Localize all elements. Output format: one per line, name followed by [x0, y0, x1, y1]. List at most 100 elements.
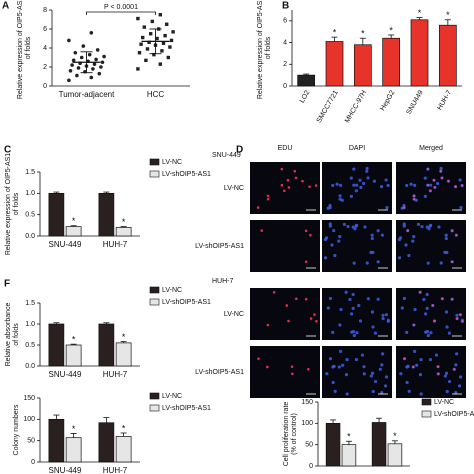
panel-letter: D: [236, 145, 243, 156]
y-tick-label: 1.0: [25, 190, 35, 197]
cell: [306, 367, 310, 371]
cell: [331, 380, 335, 385]
legend-label: LV-NC: [162, 287, 182, 294]
bar: [98, 192, 115, 237]
annotation: P < 0.0001: [104, 4, 138, 11]
y-tick-label: 0: [283, 83, 287, 90]
cell: [332, 364, 336, 368]
data-point: [71, 58, 76, 63]
cell: [422, 297, 426, 302]
cell: [338, 349, 343, 353]
cell: [355, 183, 359, 187]
data-point: [73, 50, 78, 55]
data-point: [76, 66, 81, 70]
cell: [428, 357, 433, 362]
cell: [444, 236, 448, 241]
data-point: [142, 25, 146, 29]
significance: *: [72, 216, 76, 226]
y-tick-label: 1.0: [25, 321, 35, 328]
cell: [309, 233, 312, 237]
cell: [454, 391, 458, 395]
cell: [381, 316, 385, 321]
y-tick-label: 0.0: [25, 233, 35, 240]
cell: [381, 313, 385, 317]
cell: [344, 372, 349, 377]
cell: [380, 391, 384, 395]
cell: [363, 225, 367, 229]
data-point: [137, 51, 142, 55]
cell: [451, 229, 454, 232]
cell: [332, 228, 336, 233]
bar: [48, 323, 65, 367]
significance: *: [361, 29, 365, 39]
cell: [455, 234, 458, 237]
data-point: [145, 47, 150, 51]
bar: [297, 74, 316, 87]
cell: [413, 198, 416, 201]
cell: [386, 183, 390, 188]
cell: [407, 389, 411, 393]
data-point: [92, 62, 97, 66]
column-header: DAPI: [349, 145, 365, 152]
y-axis-label: Relative expression of OIP5-AS1: [5, 153, 12, 255]
cell: [459, 313, 462, 316]
y-tick-label: 6: [283, 18, 287, 25]
data-point: [158, 62, 162, 66]
legend-label: LV-NC: [162, 393, 182, 400]
cell: [353, 227, 357, 231]
data-point: [158, 13, 162, 17]
cell: [379, 185, 384, 189]
cell: [420, 224, 424, 229]
cell: [376, 229, 380, 233]
x-tick-label: SNU449: [406, 89, 425, 116]
cell: [333, 253, 337, 258]
legend-swatch: [421, 410, 432, 418]
y-axis-label: of folds: [13, 323, 20, 346]
x-tick-label: LO2: [299, 89, 312, 104]
cell: [459, 206, 463, 210]
cell: [445, 389, 449, 394]
cell: [339, 183, 343, 187]
cell: [266, 323, 270, 327]
y-tick-label: 6: [43, 26, 47, 33]
cell: [350, 330, 354, 334]
cell: [376, 260, 380, 264]
data-point: [144, 58, 148, 63]
cell: [419, 358, 423, 362]
y-tick-label: 2: [283, 61, 287, 68]
x-tick-label: Tumor-adjacent: [59, 90, 116, 99]
cell: [370, 233, 374, 237]
data-point: [152, 52, 156, 57]
significance: *: [389, 25, 393, 35]
cell: [429, 189, 432, 192]
micrograph: [322, 162, 392, 214]
cell: [331, 330, 335, 334]
cell: [437, 372, 440, 375]
cell: [308, 185, 311, 188]
bar: [48, 418, 65, 463]
bar: [48, 192, 65, 237]
cell: [407, 253, 411, 258]
y-tick-label: 150: [23, 395, 35, 402]
cell: [426, 168, 429, 171]
data-point: [97, 71, 102, 76]
x-tick-label: HUH-7: [436, 89, 453, 111]
cell: [427, 227, 431, 231]
cell: [256, 206, 260, 209]
cell: [437, 225, 441, 229]
cell: [285, 304, 289, 307]
cell: [373, 379, 378, 384]
y-tick-label: 0: [31, 459, 35, 466]
cell: [444, 371, 449, 375]
cell: [349, 176, 353, 180]
cell: [314, 184, 318, 187]
legend-label: LV-shOIP5-AS1: [162, 299, 211, 306]
cell: [304, 260, 308, 264]
cell: [349, 194, 353, 198]
cell: [266, 194, 270, 198]
bar: [115, 227, 132, 237]
data-point: [165, 22, 169, 26]
cell: [412, 194, 416, 198]
cell: [454, 363, 458, 367]
cell: [402, 224, 406, 228]
